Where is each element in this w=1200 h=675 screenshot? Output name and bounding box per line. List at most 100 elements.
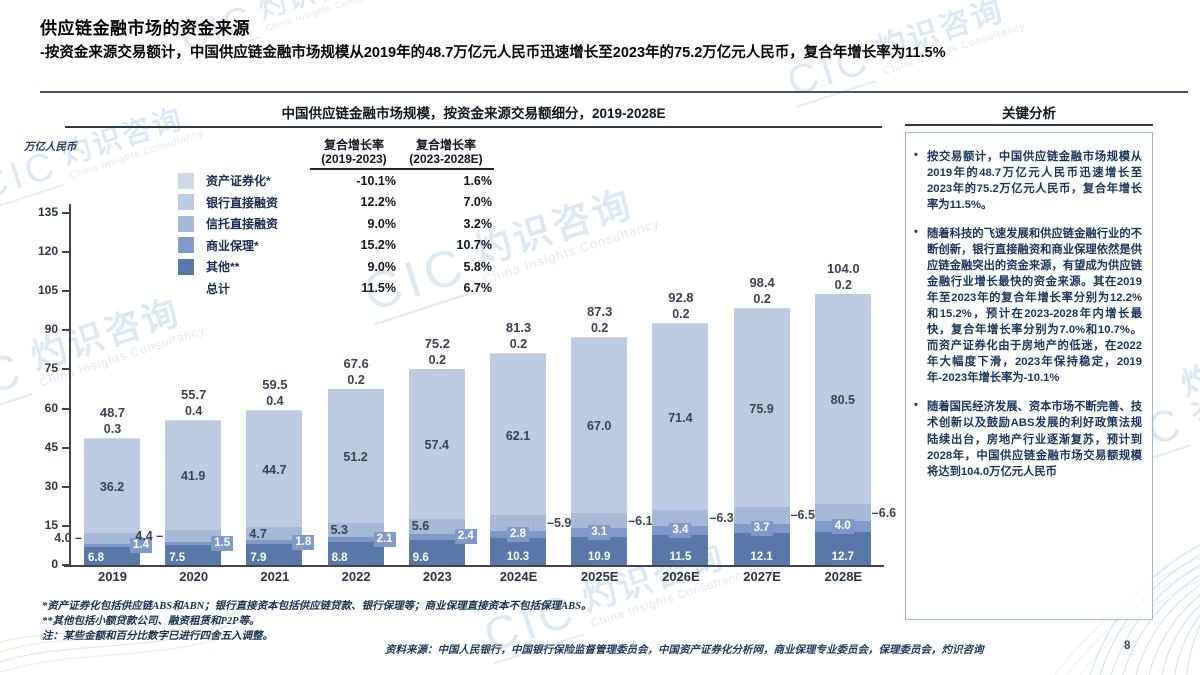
y-tick-mark: [62, 251, 69, 254]
legend-swatch: [178, 194, 194, 211]
y-tick-mark: [62, 329, 69, 332]
y-tick-mark: [62, 485, 69, 488]
cagr-value-2023-2028e: 10.7%: [456, 238, 492, 253]
segment: [246, 410, 303, 528]
segment: [327, 536, 384, 543]
y-tick-mark: [62, 446, 69, 449]
securitization-value-label: 0.4: [184, 403, 203, 418]
segment: [408, 368, 465, 370]
bar-slot-2023: 75.2 0.2 57.4 5.6 2.4 9.6: [397, 204, 478, 565]
trust-financing-value-label: 4.0 –: [54, 531, 82, 546]
y-tick-label: 0: [51, 557, 58, 571]
bar-slot-2027E: 98.4 0.2 75.9 –6.5 3.7 12.1: [722, 204, 815, 565]
legend-swatch: [178, 258, 194, 275]
segment: [408, 369, 465, 520]
legend-swatch-cell: [178, 235, 200, 257]
segment: [571, 337, 628, 338]
cagr-total-2023-2028e: 6.7%: [463, 281, 493, 296]
others-value-label: 6.8: [88, 552, 104, 564]
segment: [733, 533, 790, 565]
bank-financing-value-label: 36.2: [99, 480, 125, 495]
x-axis-label-2020: 2020: [179, 569, 209, 584]
stacked-bar-2020: 41.9 4.4 – 1.5 7.5: [135, 419, 234, 565]
cagr-value-2019-2023: 9.0%: [367, 259, 397, 274]
segment: [165, 541, 222, 546]
chart-title: 中国供应链金融市场规模，按资金来源交易额细分，2019-2028E: [281, 106, 666, 121]
legend-swatch-cell: [178, 192, 200, 214]
factoring-value-label: 4.0: [831, 519, 854, 535]
segment: [165, 530, 222, 542]
stacked-bar-2024E: 62.1 –5.9 2.8 10.3: [490, 353, 571, 565]
others-value-label: 10.9: [587, 551, 611, 563]
segment: [246, 544, 303, 565]
page-title: 供应链金融市场的资金来源: [40, 19, 250, 38]
segment: [84, 547, 140, 565]
y-tick-label: 45: [44, 439, 58, 454]
bullet-text: 随着国民经济发展、资本市场不断完善、技术创新以及鼓励ABS发展的利好政策法规陆续…: [927, 401, 1142, 478]
total-value-label: 87.3: [587, 304, 613, 320]
factoring-value-label: 3.4: [669, 523, 692, 539]
legend-label: 资产证券化*: [206, 174, 271, 189]
bank-financing-value-label: 62.1: [505, 428, 531, 443]
footnote-line: *资产证券化包括供应链ABS和ABN；银行直接资本包括供应链贷款、银行保理等；商…: [42, 601, 592, 612]
legend-label: 其他**: [206, 260, 240, 275]
securitization-value-label: 0.2: [509, 337, 528, 352]
stacked-bar-2022: 51.2 5.3 2.1 8.8: [327, 388, 396, 565]
x-axis-label-2028E: 2028E: [824, 569, 863, 584]
y-tick-label: 90: [44, 322, 58, 337]
analysis-bullet: • 随着国民经济发展、资本市场不断完善、技术创新以及鼓励ABS发展的利好政策法规…: [914, 399, 1142, 479]
segment: [733, 309, 790, 507]
cagr-value-2019-2023: 12.2%: [360, 195, 396, 210]
x-axis-label-2026E: 2026E: [662, 569, 700, 584]
stacked-bar-2019: 36.2 4.0 – 1.4 6.8: [54, 438, 152, 565]
total-value-label: 48.7: [99, 405, 126, 421]
bullet-icon: •: [914, 399, 918, 412]
stacked-bar-2027E: 75.9 –6.5 3.7 12.1: [733, 308, 815, 565]
segment: [327, 388, 384, 390]
header-divider: [40, 91, 1188, 93]
segment: [814, 293, 871, 295]
segment: [84, 533, 140, 544]
watermark-cn: 灼识咨询: [255, 0, 391, 25]
watermark-cn: 灼识咨询: [1176, 347, 1200, 436]
segment: [652, 323, 709, 510]
bank-financing-value-label: 51.2: [343, 450, 368, 465]
footnotes: *资产证券化包括供应链ABS和ABN；银行直接资本包括供应链贷款、银行保理等；商…: [42, 599, 592, 644]
x-axis-label-2025E: 2025E: [580, 569, 619, 584]
y-tick-mark: [62, 407, 69, 410]
segment: [814, 531, 871, 565]
legend-label: 银行直接融资: [206, 195, 279, 210]
others-value-label: 12.7: [831, 551, 854, 563]
bar-slot-2026E: 92.8 0.2 71.4 –6.3 3.4 11.5: [640, 204, 734, 565]
stacked-bar-2025E: 67.0 –6.1 3.1 10.9: [571, 337, 653, 565]
y-tick-label: 15: [44, 517, 58, 532]
legend-swatch: [178, 215, 194, 232]
trust-financing-value-label: –6.1: [628, 513, 653, 528]
segment: [652, 323, 709, 324]
others-value-label: 11.5: [669, 551, 692, 563]
securitization-value-label: 0.2: [834, 277, 852, 292]
total-value-label: 67.6: [343, 355, 369, 371]
stacked-bar-2028E: 80.5 –6.6 4.0 12.7: [814, 293, 896, 565]
segment: [490, 515, 546, 531]
y-tick-label: 120: [37, 244, 58, 259]
y-tick-label: 105: [37, 283, 58, 298]
total-value-label: 98.4: [749, 275, 775, 291]
bank-financing-value-label: 75.9: [749, 401, 774, 416]
total-value-label: 55.7: [181, 386, 207, 402]
factoring-value-label: 2.4: [454, 529, 477, 545]
others-value-label: 12.1: [750, 551, 773, 563]
y-tick-label: 30: [44, 478, 58, 493]
y-tick-mark: [62, 368, 69, 371]
trust-financing-value-label: –6.3: [709, 510, 734, 525]
y-tick-mark: [62, 212, 69, 215]
legend-total-label: 总计: [206, 281, 231, 296]
total-value-label: 75.2: [424, 335, 450, 351]
trust-financing-value-label: –5.9: [547, 516, 572, 531]
y-tick-label: 75: [44, 361, 58, 376]
analysis-bullet: • 随着科技的飞速发展和供应链金融行业的不断创新，银行直接融资和商业保理依然是供…: [914, 226, 1142, 386]
segment: [571, 512, 628, 529]
trust-financing-value-label: 4.7: [249, 527, 267, 542]
bar-slot-2025E: 87.3 0.2 67.0 –6.1 3.1 10.9: [559, 204, 653, 565]
page-subtitle: -按资金来源交易额计，中国供应链金融市场规模从2019年的48.7万亿元人民币迅…: [40, 45, 946, 61]
